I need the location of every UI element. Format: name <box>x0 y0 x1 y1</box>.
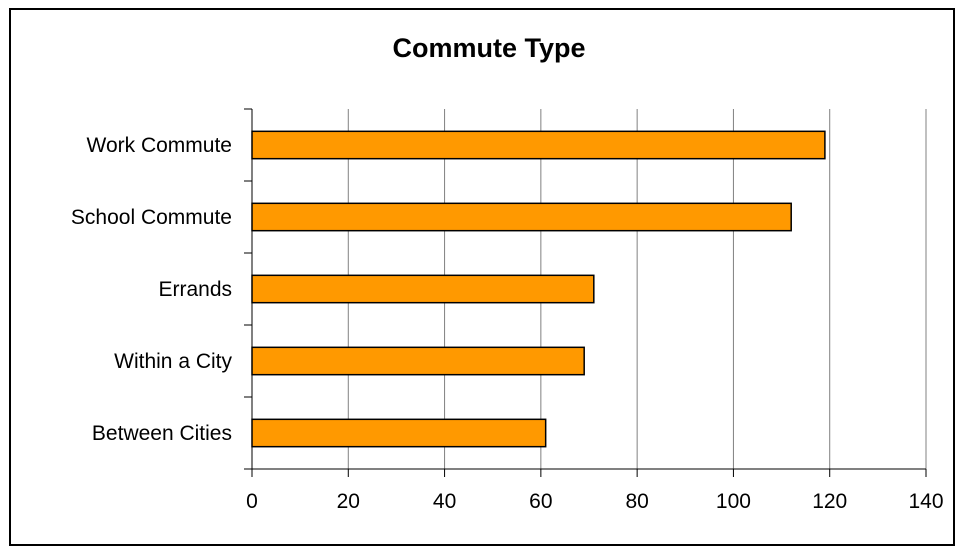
x-tick-label-40: 40 <box>433 490 456 513</box>
category-label-5: Between Cities <box>92 422 232 445</box>
category-label-3: Errands <box>158 278 232 301</box>
category-labels: Work Commute School Commute Errands Within … <box>71 134 233 445</box>
axes <box>244 108 927 477</box>
category-label-1: Work Commute <box>87 134 232 157</box>
bar-3 <box>251 274 595 304</box>
x-tick-label-80: 80 <box>625 490 648 513</box>
x-tick-label-0: 0 <box>246 490 258 513</box>
grid-lines <box>347 109 927 469</box>
x-tick-labels: 0 20 40 60 80 100 120 140 <box>246 490 943 513</box>
bars <box>251 130 826 448</box>
x-tick-label-100: 100 <box>716 490 751 513</box>
bar-5 <box>251 418 547 448</box>
category-label-2: School Commute <box>71 206 232 229</box>
x-tick-label-120: 120 <box>812 490 847 513</box>
x-tick-label-140: 140 <box>908 490 943 513</box>
category-label-4: Within a City <box>114 350 232 373</box>
bar-2 <box>251 202 792 232</box>
bar-4 <box>251 346 585 376</box>
bar-1 <box>251 130 826 160</box>
chart-title: Commute Type <box>392 33 585 63</box>
x-tick-label-60: 60 <box>529 490 552 513</box>
x-tick-label-20: 20 <box>337 490 360 513</box>
